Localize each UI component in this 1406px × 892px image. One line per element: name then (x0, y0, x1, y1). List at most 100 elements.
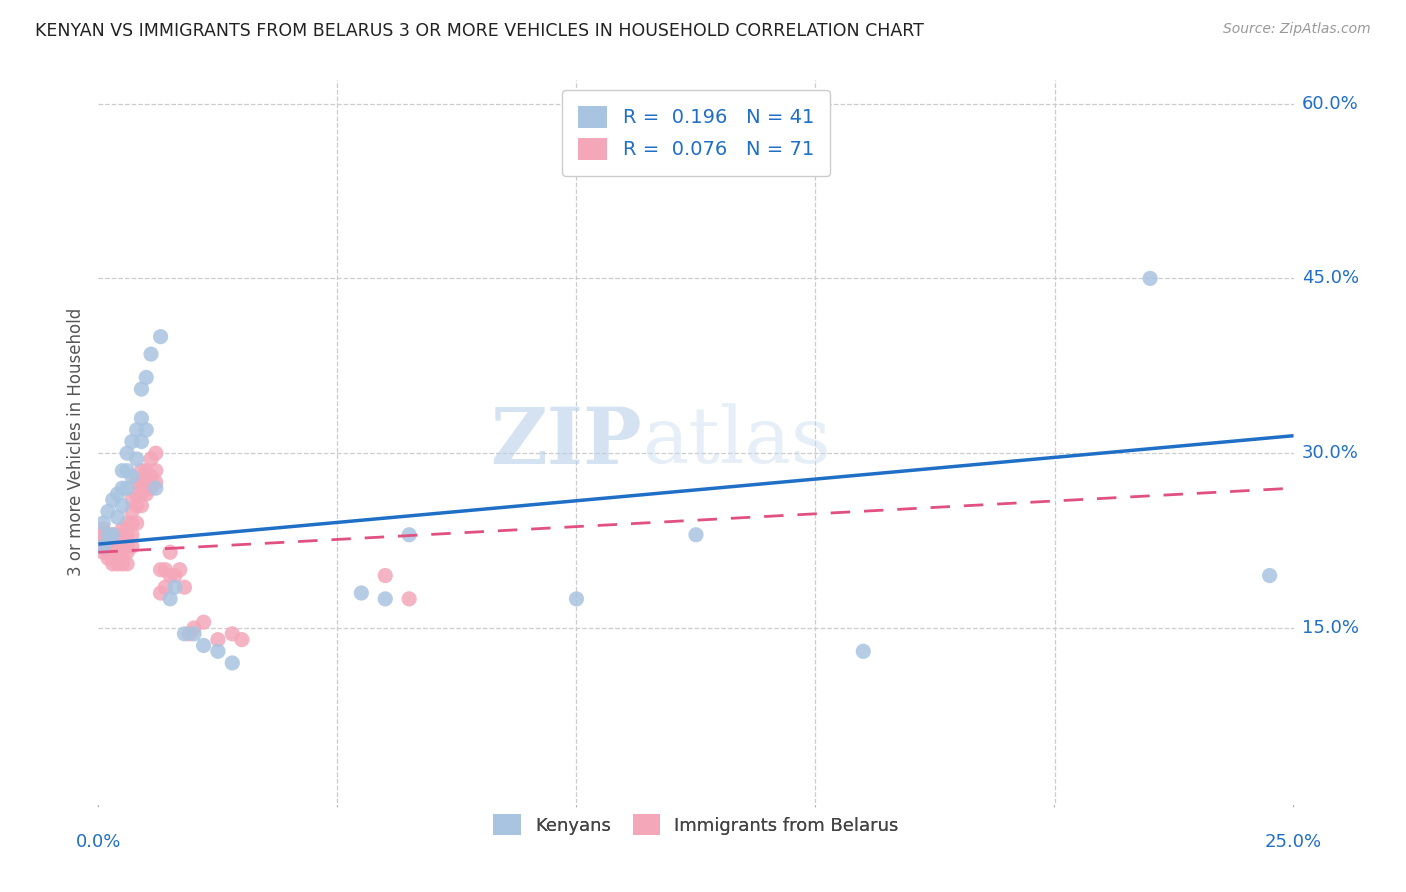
Point (125, 423, 148, 437)
Point (131, 464, 153, 478)
Point (155, 563, 177, 577)
Point (91, 540, 114, 554)
Point (101, 540, 124, 554)
Point (145, 481, 167, 495)
Point (1139, 271, 1161, 285)
Point (101, 533, 124, 548)
Point (125, 475, 148, 490)
Point (121, 516, 143, 530)
Point (159, 591, 181, 606)
Text: Source: ZipAtlas.com: Source: ZipAtlas.com (1223, 22, 1371, 37)
Point (97, 540, 120, 554)
Point (101, 551, 124, 566)
Point (139, 469, 162, 483)
Point (97, 528, 120, 542)
Point (179, 627, 201, 641)
Point (91, 533, 114, 548)
Point (111, 499, 134, 513)
Y-axis label: 3 or more Vehicles in Household: 3 or more Vehicles in Household (66, 308, 84, 575)
Point (131, 475, 153, 490)
Point (107, 533, 129, 548)
Point (193, 615, 215, 630)
Point (685, 528, 707, 542)
Point (107, 557, 129, 571)
Point (350, 586, 373, 600)
Point (101, 557, 124, 571)
Point (91, 516, 114, 530)
Point (183, 627, 205, 641)
Point (101, 545, 124, 559)
Point (207, 632, 229, 647)
Point (159, 545, 181, 559)
Text: 60.0%: 60.0% (1302, 95, 1358, 112)
Point (115, 481, 138, 495)
Point (125, 499, 148, 513)
Point (374, 568, 396, 582)
Point (131, 411, 153, 425)
Point (163, 580, 186, 594)
Point (91, 522, 114, 536)
Point (139, 481, 162, 495)
Point (107, 510, 129, 524)
Point (159, 568, 181, 582)
Point (115, 557, 138, 571)
Point (169, 563, 191, 577)
Point (111, 522, 134, 536)
Text: 15.0%: 15.0% (1302, 619, 1358, 637)
Point (221, 627, 243, 641)
Point (398, 591, 420, 606)
Point (115, 545, 138, 559)
Point (374, 591, 396, 606)
Point (97, 545, 120, 559)
Point (125, 516, 148, 530)
Point (131, 487, 153, 501)
Point (101, 528, 124, 542)
Point (231, 632, 253, 647)
Point (97, 504, 120, 518)
Point (145, 446, 167, 460)
Point (97, 545, 120, 559)
Point (125, 487, 148, 501)
Point (131, 499, 153, 513)
Point (97, 540, 120, 554)
Point (131, 382, 153, 396)
Point (135, 423, 157, 437)
Point (97, 551, 120, 566)
Point (135, 475, 157, 490)
Point (139, 347, 162, 361)
Point (121, 528, 143, 542)
Text: KENYAN VS IMMIGRANTS FROM BELARUS 3 OR MORE VEHICLES IN HOUSEHOLD CORRELATION CH: KENYAN VS IMMIGRANTS FROM BELARUS 3 OR M… (35, 22, 924, 40)
Point (115, 464, 138, 478)
Point (101, 528, 124, 542)
Point (207, 644, 229, 658)
Text: 25.0%: 25.0% (1265, 833, 1322, 851)
Point (852, 644, 875, 658)
Point (101, 492, 124, 507)
Point (121, 492, 143, 507)
Text: atlas: atlas (643, 404, 831, 479)
Point (111, 540, 134, 554)
Text: 45.0%: 45.0% (1302, 269, 1360, 287)
Point (173, 627, 195, 641)
Point (145, 464, 167, 478)
Point (91, 545, 114, 559)
Point (111, 557, 134, 571)
Point (145, 475, 167, 490)
Legend: Kenyans, Immigrants from Belarus: Kenyans, Immigrants from Belarus (485, 805, 907, 845)
Point (111, 464, 134, 478)
Point (107, 487, 129, 501)
Point (135, 464, 157, 478)
Point (139, 452, 162, 467)
Point (135, 487, 157, 501)
Point (135, 370, 157, 384)
Point (97, 528, 120, 542)
Point (173, 580, 195, 594)
Point (155, 580, 177, 594)
Point (121, 540, 143, 554)
Point (115, 516, 138, 530)
Point (91, 528, 114, 542)
Point (149, 329, 172, 343)
Point (91, 540, 114, 554)
Point (111, 551, 134, 566)
Point (111, 481, 134, 495)
